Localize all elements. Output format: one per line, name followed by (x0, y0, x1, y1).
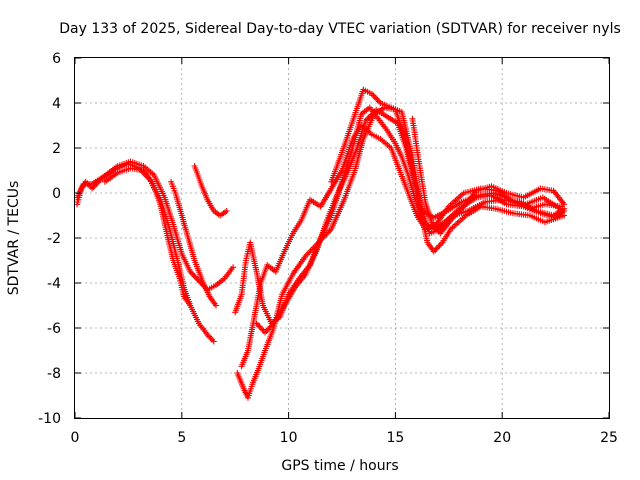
y-tick-label: 0 (52, 186, 61, 202)
data-point-marker (187, 302, 194, 309)
y-tick-label: -2 (47, 231, 61, 247)
series-arc-3 (101, 165, 194, 309)
data-series (74, 86, 568, 401)
x-axis-label: GPS time / hours (281, 458, 398, 474)
y-tick-label: 6 (52, 51, 61, 67)
data-point-marker (223, 208, 230, 214)
chart-title: Day 133 of 2025, Sidereal Day-to-day VTE… (59, 21, 621, 37)
data-point-marker (210, 338, 217, 345)
data-point-marker (213, 302, 219, 309)
x-tick-label: 15 (386, 430, 404, 446)
y-tick-label: -6 (47, 321, 61, 337)
y-tick-label: -8 (47, 366, 61, 382)
series-arc-4 (168, 178, 219, 309)
x-tick-label: 10 (280, 430, 298, 446)
x-tick-label: 5 (177, 430, 186, 446)
series-arc-2 (74, 158, 237, 293)
y-tick-label: 4 (52, 96, 61, 112)
plot-frame (74, 57, 610, 419)
y-tick-label: 2 (52, 141, 61, 157)
data-point-marker (230, 264, 237, 271)
data-point-marker (561, 201, 568, 208)
series-arc-1 (74, 160, 217, 345)
series-arc-5 (191, 163, 230, 219)
axis-ticks: 0 5 10 15 20 25 -10 -8 -6 -4 -2 0 2 4 6 (38, 51, 618, 446)
data-point-marker (561, 212, 568, 219)
series-arc-10 (328, 86, 568, 237)
y-tick-label: -10 (38, 411, 61, 427)
grid-lines (75, 58, 609, 418)
x-tick-label: 20 (493, 430, 511, 446)
series-arc-11 (409, 115, 568, 237)
x-tick-label: 25 (600, 430, 618, 446)
x-tick-label: 0 (71, 430, 80, 446)
y-tick-label: -4 (47, 276, 61, 292)
y-axis-label: SDTVAR / TECUs (6, 181, 22, 296)
